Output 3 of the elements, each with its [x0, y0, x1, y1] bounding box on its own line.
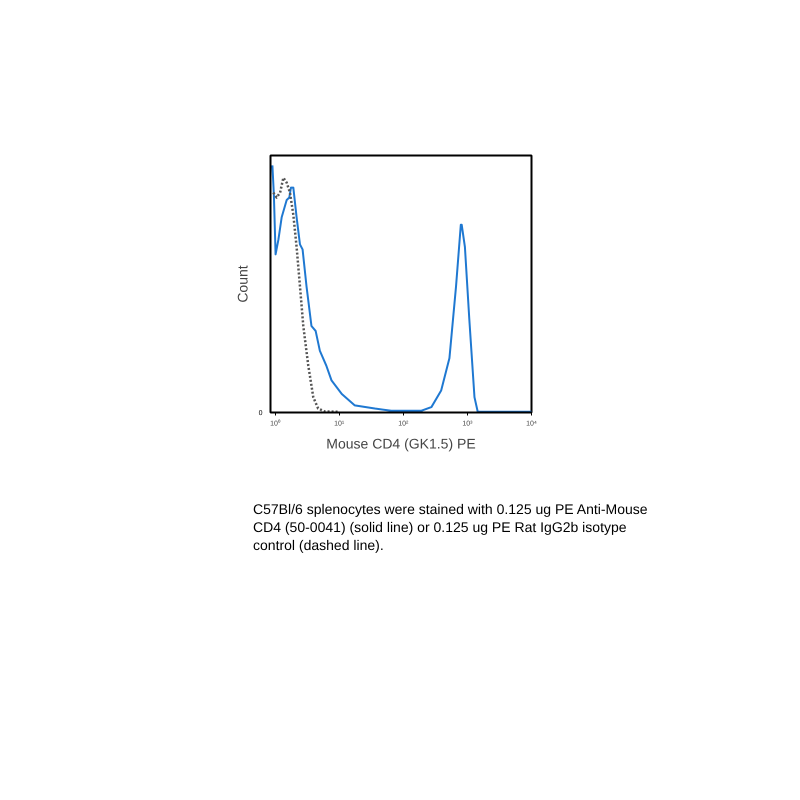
text: C57Bl/6 splenocytes were stained with 0.125 ug PE Anti-Mouse CD4 (50-0041) (solid line) or 0.125 ug PE Rat IgG2b isotype control (dashed line). — [253, 500, 649, 554]
x-axis-title: Mouse CD4 (GK1.5) PE — [326, 436, 476, 452]
y-axis-title: Count — [234, 265, 251, 303]
